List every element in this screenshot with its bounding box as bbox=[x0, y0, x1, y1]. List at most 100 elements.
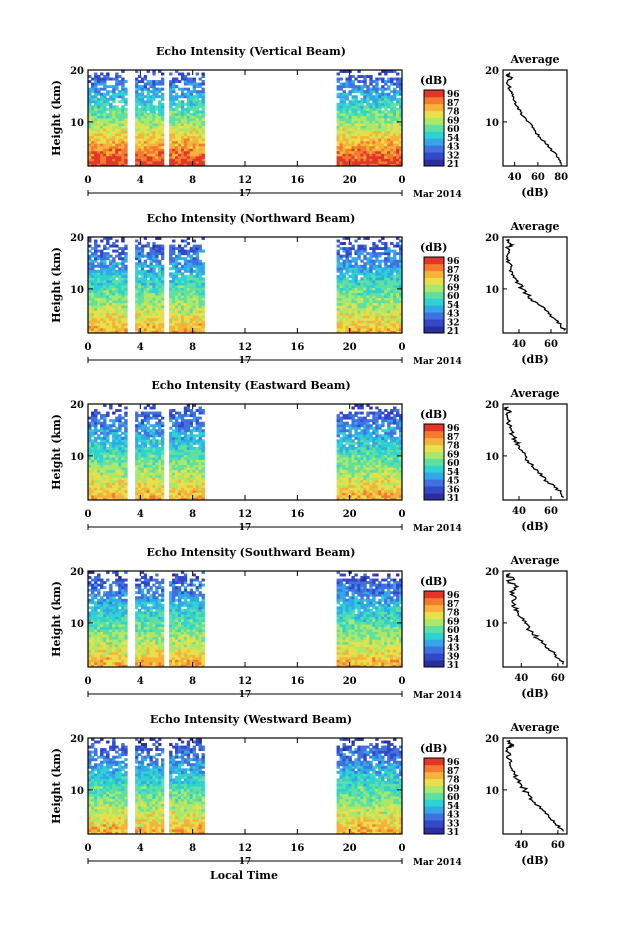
panel-2: Echo Intensity (Eastward Beam) 20 10 Height… bbox=[50, 379, 568, 534]
profile-xlabel: (dB) bbox=[521, 687, 548, 700]
colorbar-tick: 31 bbox=[447, 661, 460, 671]
panel-0: Echo Intensity (Vertical Beam) 20 10 Height… bbox=[50, 45, 568, 200]
profile-frame bbox=[502, 403, 568, 501]
x-tick-label: 12 bbox=[238, 843, 252, 854]
y-tick-label: 10 bbox=[70, 452, 84, 463]
x-tick-label: 16 bbox=[290, 509, 304, 520]
profile-y-tick: 10 bbox=[485, 118, 499, 129]
profile-x-tick: 40 bbox=[514, 673, 528, 684]
colorbar-unit: (dB) bbox=[420, 575, 447, 588]
profile-x-tick: 40 bbox=[512, 506, 526, 517]
profile-frame bbox=[502, 570, 568, 668]
x-tick-label: 16 bbox=[290, 175, 304, 186]
x-axis-label: Local Time bbox=[210, 869, 278, 882]
colorbar-tick: 54 bbox=[447, 635, 460, 645]
x-tick-label: 0 bbox=[399, 175, 406, 186]
x-tick-label: 8 bbox=[189, 509, 196, 520]
colorbar bbox=[423, 256, 445, 334]
heatmap-cells bbox=[88, 237, 403, 334]
y-axis-label: Height (km) bbox=[50, 581, 63, 657]
date-label: Mar 2014 bbox=[413, 858, 462, 868]
x-tick-label: 12 bbox=[238, 342, 252, 353]
profile-x-tick: 40 bbox=[512, 339, 526, 350]
day-label: 17 bbox=[239, 356, 252, 366]
x-tick-label: 20 bbox=[343, 843, 357, 854]
x-tick-label: 20 bbox=[343, 509, 357, 520]
x-tick-label: 0 bbox=[85, 676, 92, 687]
profile-line bbox=[503, 406, 565, 498]
colorbar bbox=[423, 590, 445, 668]
profile-frame bbox=[502, 69, 568, 167]
colorbar-tick: 78 bbox=[447, 108, 460, 118]
x-tick-label: 8 bbox=[189, 676, 196, 687]
x-tick-label: 16 bbox=[290, 843, 304, 854]
colorbar bbox=[423, 423, 445, 501]
day-label: 17 bbox=[239, 857, 252, 867]
x-tick-label: 20 bbox=[343, 175, 357, 186]
colorbar-tick: 39 bbox=[447, 652, 460, 662]
profile-y-tick: 20 bbox=[485, 567, 499, 578]
colorbar-tick: 60 bbox=[447, 626, 460, 636]
colorbar-tick: 87 bbox=[447, 99, 460, 109]
x-tick-label: 16 bbox=[290, 676, 304, 687]
colorbar-tick: 96 bbox=[447, 257, 460, 267]
x-tick-label: 8 bbox=[189, 342, 196, 353]
profile-line bbox=[504, 739, 564, 832]
colorbar-tick: 21 bbox=[447, 327, 460, 337]
colorbar-unit: (dB) bbox=[420, 74, 447, 87]
heatmap-cells bbox=[88, 738, 403, 835]
colorbar-unit: (dB) bbox=[420, 241, 447, 254]
colorbar-tick: 43 bbox=[447, 644, 460, 654]
colorbar-tick: 78 bbox=[447, 776, 460, 786]
profile-title: Average bbox=[509, 721, 559, 734]
colorbar-unit: (dB) bbox=[420, 742, 447, 755]
colorbar bbox=[423, 89, 445, 167]
colorbar-tick: 96 bbox=[447, 424, 460, 434]
y-tick-label: 20 bbox=[70, 567, 84, 578]
x-tick-label: 8 bbox=[189, 175, 196, 186]
y-tick-label: 10 bbox=[70, 619, 84, 630]
x-tick-label: 0 bbox=[85, 175, 92, 186]
x-tick-label: 20 bbox=[343, 676, 357, 687]
colorbar-tick: 69 bbox=[447, 784, 460, 794]
colorbar-tick: 96 bbox=[447, 90, 460, 100]
x-tick-label: 20 bbox=[343, 342, 357, 353]
y-tick-label: 10 bbox=[70, 285, 84, 296]
profile-xlabel: (dB) bbox=[521, 186, 548, 199]
colorbar-tick: 32 bbox=[447, 318, 460, 328]
panel-title: Echo Intensity (Vertical Beam) bbox=[156, 45, 346, 58]
profile-y-tick: 10 bbox=[485, 619, 499, 630]
x-tick-label: 16 bbox=[290, 342, 304, 353]
date-label: Mar 2014 bbox=[413, 190, 462, 200]
x-tick-label: 12 bbox=[238, 509, 252, 520]
colorbar-tick: 32 bbox=[447, 151, 460, 161]
colorbar bbox=[423, 757, 445, 835]
colorbar-tick: 78 bbox=[447, 275, 460, 285]
colorbar-tick: 78 bbox=[447, 442, 460, 452]
colorbar-tick: 36 bbox=[447, 485, 460, 495]
colorbar-tick: 87 bbox=[447, 266, 460, 276]
panel-4: Echo Intensity (Westward Beam) 20 10 Height… bbox=[50, 713, 568, 868]
profile-x-tick: 80 bbox=[554, 172, 568, 183]
x-tick-label: 0 bbox=[399, 509, 406, 520]
colorbar-tick: 60 bbox=[447, 125, 460, 135]
profile-line bbox=[505, 72, 562, 164]
x-tick-label: 0 bbox=[399, 676, 406, 687]
colorbar-tick: 33 bbox=[447, 819, 460, 829]
profile-y-tick: 20 bbox=[485, 400, 499, 411]
day-label: 17 bbox=[239, 690, 252, 700]
profile-title: Average bbox=[509, 387, 559, 400]
profile-x-tick: 40 bbox=[508, 172, 522, 183]
colorbar-tick: 87 bbox=[447, 767, 460, 777]
x-tick-label: 4 bbox=[137, 342, 144, 353]
y-tick-label: 20 bbox=[70, 400, 84, 411]
day-label: 17 bbox=[239, 523, 252, 533]
y-axis-label: Height (km) bbox=[50, 748, 63, 824]
profile-x-tick: 60 bbox=[531, 172, 545, 183]
profile-xlabel: (dB) bbox=[521, 854, 548, 867]
profile-xlabel: (dB) bbox=[521, 353, 548, 366]
panel-3: Echo Intensity (Southward Beam) 20 10 Heigh… bbox=[50, 546, 568, 701]
colorbar-tick: 78 bbox=[447, 609, 460, 619]
x-tick-label: 0 bbox=[85, 843, 92, 854]
